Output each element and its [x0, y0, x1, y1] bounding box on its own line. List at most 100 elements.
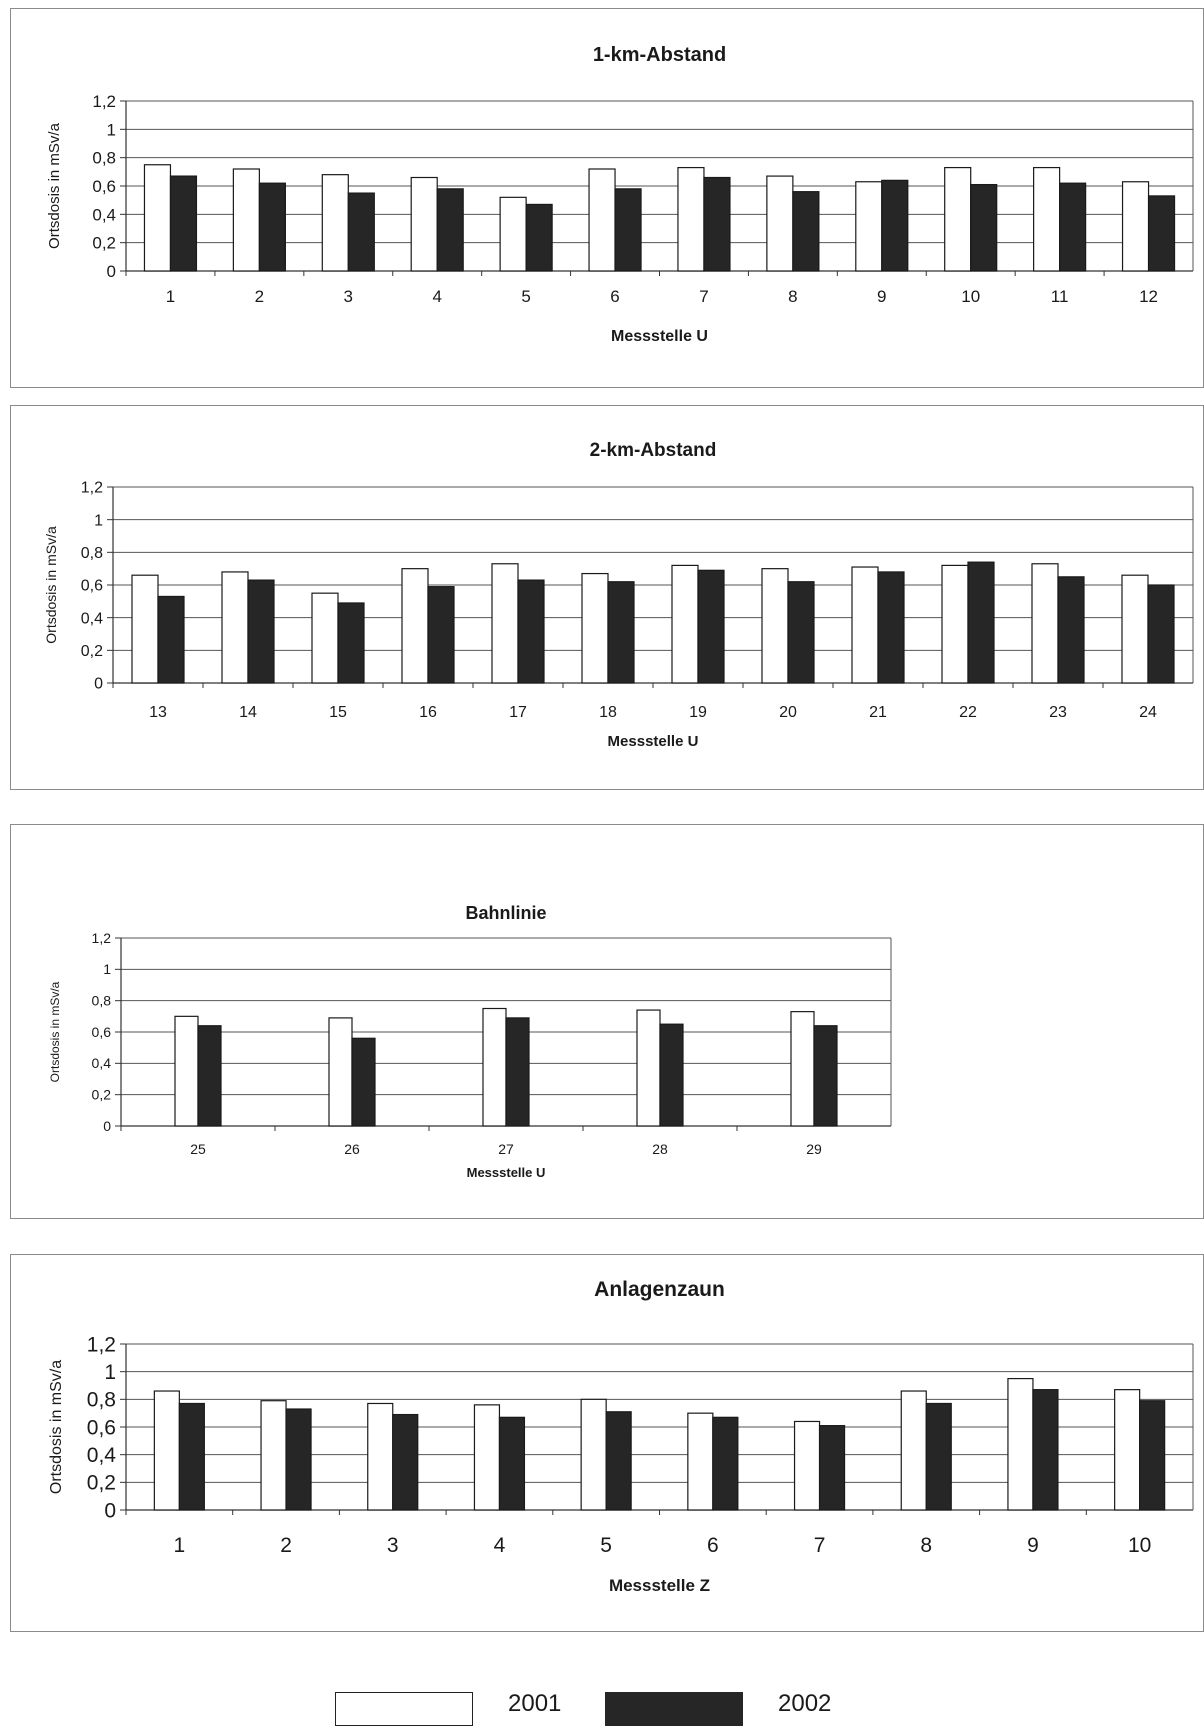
bar-2001-28 [636, 1009, 661, 1127]
bar-2001-5 [499, 196, 527, 272]
y-tick-label: 0,4 [81, 610, 103, 627]
bar-2002-20 [787, 581, 815, 684]
x-tick-label: 4 [494, 1534, 506, 1557]
chart-title: 2-km-Abstand [590, 440, 717, 461]
y-tick-label: 0,6 [87, 1416, 116, 1439]
y-tick-label: 0,8 [81, 545, 103, 562]
bar-2002-10 [970, 183, 998, 272]
bar-2001-14 [221, 571, 249, 684]
y-tick-label: 0,4 [92, 205, 116, 224]
x-tick-label: 7 [699, 287, 708, 306]
bar-2001-1 [143, 164, 172, 272]
x-tick-label: 4 [432, 287, 441, 306]
x-tick-label: 1 [166, 287, 175, 306]
bar-2001-12 [1121, 181, 1150, 272]
bar-2002-1 [169, 175, 198, 272]
bar-2001-2 [260, 1400, 287, 1511]
x-tick-label: 8 [920, 1534, 932, 1557]
bar-2002-11 [1059, 182, 1087, 272]
bar-2002-2 [258, 182, 286, 272]
y-tick-label: 1,2 [81, 480, 103, 497]
y-axis-label: Ortsdosis in mSv/a [46, 122, 63, 249]
x-tick-label: 6 [707, 1534, 719, 1557]
bar-2002-8 [792, 191, 820, 272]
bar-2002-28 [659, 1023, 684, 1127]
x-tick-label: 20 [779, 704, 797, 721]
x-tick-label: 18 [599, 704, 617, 721]
x-tick-label: 29 [806, 1141, 822, 1157]
bar-2002-21 [877, 571, 905, 684]
bar-2002-29 [813, 1025, 838, 1127]
bar-2001-16 [401, 568, 429, 684]
bar-2001-17 [491, 563, 519, 684]
bar-2002-5 [525, 203, 553, 272]
bar-2002-4 [498, 1416, 526, 1511]
y-tick-label: 0,2 [81, 643, 103, 660]
y-tick-label: 1 [103, 961, 111, 977]
bar-2001-20 [761, 568, 789, 684]
y-tick-label: 1,2 [87, 1333, 116, 1356]
chart-title: 1-km-Abstand [593, 44, 726, 66]
chart-svg: 2-km-Abstand 0 0,2 0,4 0,6 0,8 1 1,2 13 14 15 16 17 1… [43, 440, 1194, 750]
y-tick-label: 1,2 [92, 92, 116, 111]
x-tick-label: 23 [1049, 704, 1067, 721]
x-tick-label: 27 [498, 1141, 514, 1157]
legend: 2001 2002 [0, 1688, 1204, 1726]
x-tick-label: 6 [610, 287, 619, 306]
bar-2001-23 [1031, 563, 1059, 684]
bar-2001-3 [367, 1402, 394, 1511]
y-axis-label: Ortsdosis in mSv/a [48, 1360, 65, 1494]
x-tick-label: 26 [344, 1141, 360, 1157]
bar-2002-22 [967, 561, 995, 684]
x-tick-label: 5 [600, 1534, 612, 1557]
bar-2002-7 [703, 176, 731, 272]
bar-2002-12 [1147, 195, 1176, 272]
bar-2001-11 [1033, 166, 1061, 272]
bar-2002-5 [605, 1411, 632, 1511]
bar-2001-7 [793, 1420, 821, 1511]
bar-2002-23 [1057, 576, 1085, 684]
chart-svg: Bahnlinie 0 0,2 0,4 0,6 0,8 1 1,2 25 26 27 28 29 Mess… [48, 903, 892, 1180]
y-tick-label: 0,8 [87, 1389, 116, 1412]
bar-2002-15 [337, 602, 365, 684]
chart-panel-2km: 2-km-Abstand 0 0,2 0,4 0,6 0,8 1 1,2 13 14 15 16 17 1… [10, 405, 1204, 790]
y-tick-label: 0,2 [92, 234, 116, 253]
y-tick-label: 0 [104, 1499, 116, 1522]
x-axis-label: Messstelle U [611, 328, 708, 345]
x-tick-label: 9 [877, 287, 886, 306]
y-tick-label: 0,2 [92, 1087, 112, 1103]
y-tick-label: 1,2 [92, 930, 112, 946]
x-tick-label: 14 [239, 704, 257, 721]
x-tick-label: 22 [959, 704, 977, 721]
bar-2002-7 [818, 1425, 846, 1511]
y-tick-label: 0,8 [92, 993, 112, 1009]
bar-2002-13 [157, 595, 185, 684]
y-tick-label: 0 [94, 676, 103, 693]
bar-2002-26 [351, 1037, 376, 1127]
bar-2002-19 [697, 569, 725, 684]
x-tick-label: 1 [174, 1534, 186, 1557]
bar-2001-4 [410, 176, 438, 272]
bar-2001-24 [1121, 574, 1149, 684]
y-tick-label: 0,6 [92, 177, 116, 196]
x-axis-label: Messstelle U [467, 1165, 546, 1180]
chart-svg: Anlagenzaun 0 0,2 0,4 0,6 0,8 1 1,2 1 2 3 4 5 6 7 8 9 10 M… [48, 1278, 1194, 1595]
y-tick-label: 0 [107, 262, 116, 281]
bar-2001-5 [580, 1398, 607, 1511]
x-tick-label: 28 [652, 1141, 668, 1157]
x-axis-label: Messstelle U [608, 733, 699, 750]
x-tick-label: 2 [280, 1534, 292, 1557]
bar-2002-6 [614, 188, 642, 272]
x-tick-label: 3 [387, 1534, 399, 1557]
x-tick-label: 3 [344, 287, 353, 306]
legend-label-2001: 2001 [508, 1690, 562, 1717]
bar-2001-7 [677, 166, 705, 272]
x-tick-label: 10 [1128, 1534, 1151, 1557]
bar-2002-10 [1139, 1400, 1166, 1511]
bar-2001-3 [321, 174, 349, 272]
x-tick-label: 8 [788, 287, 797, 306]
bar-2001-18 [581, 572, 609, 684]
bar-2001-21 [851, 566, 879, 684]
y-tick-label: 0,8 [92, 149, 116, 168]
